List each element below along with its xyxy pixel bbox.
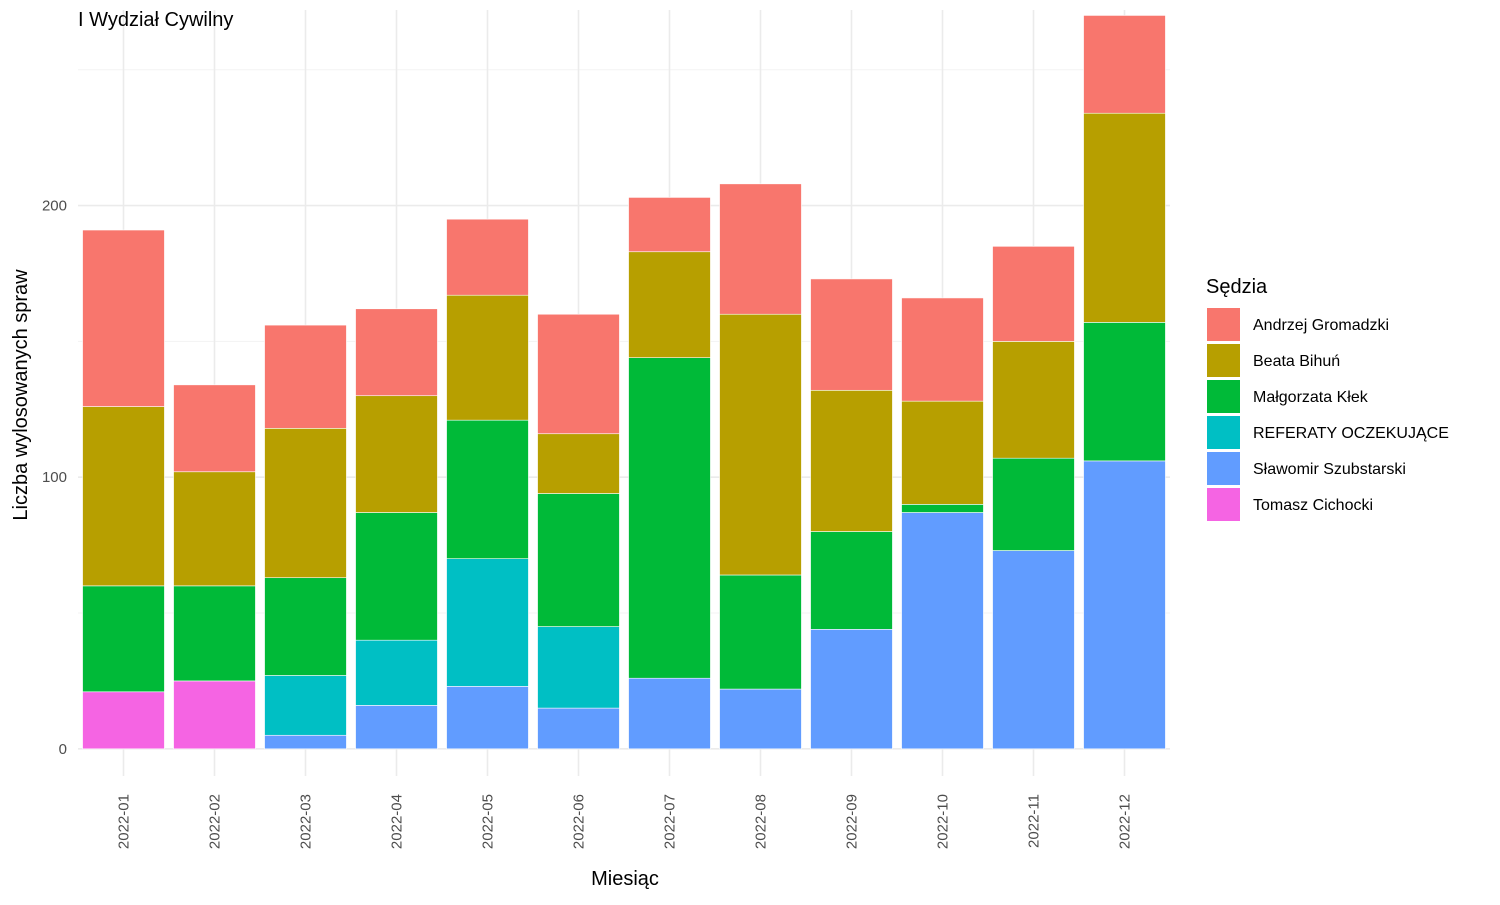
bars: [82, 15, 1166, 750]
bar-segment: [173, 471, 256, 587]
y-axis-title: Liczba wylosowanych spraw: [10, 269, 32, 521]
x-tick-label: 2022-01: [116, 794, 133, 849]
bar-segment: [82, 229, 165, 407]
legend-label: Sławomir Szubstarski: [1253, 461, 1406, 478]
bar-segment: [537, 433, 620, 494]
bar-segment: [537, 707, 620, 750]
bar-segment: [901, 297, 984, 402]
bar-segment: [992, 457, 1075, 551]
bar-segment: [719, 183, 802, 315]
bar-segment: [82, 585, 165, 693]
x-tick-label: 2022-12: [1117, 794, 1134, 849]
legend-swatch: [1207, 416, 1240, 449]
bar-segment: [173, 384, 256, 473]
legend-swatch: [1207, 344, 1240, 377]
x-tick-label: 2022-02: [207, 794, 224, 849]
bar-segment: [264, 428, 347, 579]
bar-segment: [82, 406, 165, 587]
bar-segment: [446, 419, 529, 559]
bar-segment: [810, 278, 893, 391]
legend-items: Andrzej Gromadzki Beata Bihuń Małgorzata K…: [1207, 308, 1449, 521]
bar-segment: [810, 389, 893, 532]
bar-segment: [446, 686, 529, 750]
bar-segment: [1083, 322, 1166, 462]
legend-label: REFERATY OCZEKUJĄCE: [1253, 425, 1449, 442]
bar-segment: [992, 341, 1075, 459]
bar-segment: [264, 324, 347, 429]
bar-segment: [173, 585, 256, 682]
bar-segment: [719, 574, 802, 690]
bar-segment: [264, 675, 347, 736]
bar-segment: [628, 357, 711, 679]
bar-segment: [355, 705, 438, 750]
legend-swatch: [1207, 308, 1240, 341]
x-tick-label: 2022-04: [389, 794, 406, 849]
x-tick-labels: 2022-01 2022-02 2022-03 2022-04 2022-05 2022-…: [116, 794, 1134, 849]
bar-segment: [1083, 112, 1166, 323]
bar-segment: [446, 218, 529, 296]
x-tick-label: 2022-08: [753, 794, 770, 849]
legend-label: Andrzej Gromadzki: [1253, 317, 1389, 334]
bar-segment: [173, 680, 256, 750]
bar-segment: [901, 504, 984, 513]
x-axis-title: Miesiąc: [591, 868, 659, 890]
bar-segment: [264, 577, 347, 676]
bar-segment: [628, 197, 711, 253]
bar-segment: [355, 395, 438, 513]
legend-swatch: [1207, 380, 1240, 413]
legend: Sędzia Andrzej Gromadzki Beata Bihuń Małgo…: [1206, 276, 1449, 521]
bar-segment: [628, 677, 711, 750]
bar-segment: [719, 688, 802, 750]
x-tick-label: 2022-03: [298, 794, 315, 849]
bar-segment: [537, 313, 620, 435]
bar-segment: [446, 294, 529, 421]
bar-segment: [992, 246, 1075, 342]
x-tick-label: 2022-09: [844, 794, 861, 849]
bar-segment: [901, 512, 984, 750]
bar-segment: [355, 512, 438, 641]
legend-swatch: [1207, 488, 1240, 521]
bar-segment: [264, 734, 347, 750]
bar-segment: [355, 639, 438, 706]
bar-segment: [1083, 15, 1166, 114]
legend-swatch: [1207, 452, 1240, 485]
bar-segment: [355, 308, 438, 397]
bar-segment: [1083, 460, 1166, 750]
bar-segment: [537, 626, 620, 709]
bar-segment: [82, 691, 165, 750]
y-tick-label: 200: [42, 198, 67, 215]
bar-segment: [810, 629, 893, 750]
x-tick-label: 2022-05: [480, 794, 497, 849]
bar-segment: [628, 251, 711, 358]
bar-segment: [992, 550, 1075, 750]
chart-title: I Wydział Cywilny: [78, 9, 233, 31]
legend-label: Beata Bihuń: [1253, 353, 1340, 370]
bar-segment: [446, 558, 529, 687]
y-tick-label: 0: [59, 741, 67, 758]
y-tick-labels: 0 100 200: [42, 198, 67, 758]
bar-segment: [810, 531, 893, 630]
x-tick-label: 2022-11: [1026, 794, 1043, 848]
legend-label: Tomasz Cichocki: [1253, 497, 1373, 514]
bar-segment: [719, 313, 802, 576]
legend-title: Sędzia: [1206, 276, 1268, 298]
bar-segment: [901, 400, 984, 505]
x-tick-label: 2022-06: [571, 794, 588, 849]
y-tick-label: 100: [42, 469, 67, 486]
x-tick-label: 2022-07: [662, 794, 679, 849]
legend-label: Małgorzata Kłek: [1253, 389, 1369, 406]
x-tick-label: 2022-10: [935, 794, 952, 849]
bar-segment: [537, 493, 620, 627]
